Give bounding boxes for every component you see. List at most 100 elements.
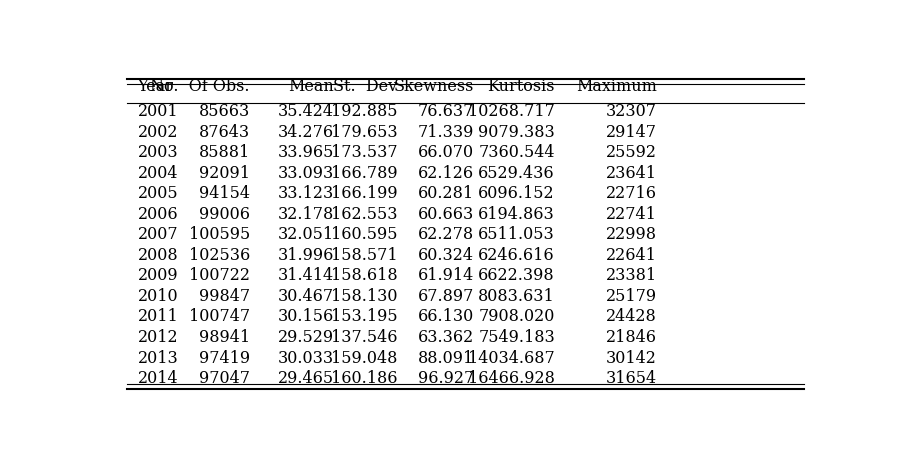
Text: 30.156: 30.156 — [278, 308, 334, 325]
Text: 85881: 85881 — [198, 144, 250, 161]
Text: Year: Year — [138, 78, 174, 95]
Text: 62.126: 62.126 — [418, 164, 474, 181]
Text: Skewness: Skewness — [394, 78, 474, 95]
Text: 30.467: 30.467 — [278, 287, 334, 304]
Text: 6511.053: 6511.053 — [478, 226, 555, 243]
Text: 2001: 2001 — [138, 103, 178, 120]
Text: 23381: 23381 — [605, 267, 657, 284]
Text: Maximum: Maximum — [576, 78, 657, 95]
Text: 2005: 2005 — [138, 185, 178, 202]
Text: Kurtosis: Kurtosis — [488, 78, 555, 95]
Text: 6246.616: 6246.616 — [479, 246, 555, 263]
Text: 23641: 23641 — [605, 164, 657, 181]
Text: 7908.020: 7908.020 — [479, 308, 555, 325]
Text: 6194.863: 6194.863 — [478, 205, 555, 222]
Text: 158.618: 158.618 — [330, 267, 397, 284]
Text: 14034.687: 14034.687 — [468, 349, 555, 366]
Text: 60.281: 60.281 — [418, 185, 474, 202]
Text: 158.571: 158.571 — [330, 246, 397, 263]
Text: 99847: 99847 — [199, 287, 250, 304]
Text: 22741: 22741 — [605, 205, 657, 222]
Text: 192.885: 192.885 — [330, 103, 397, 120]
Text: 76.637: 76.637 — [418, 103, 474, 120]
Text: 2006: 2006 — [138, 205, 178, 222]
Text: 2014: 2014 — [138, 369, 178, 386]
Text: 32.178: 32.178 — [278, 205, 334, 222]
Text: 33.965: 33.965 — [278, 144, 334, 161]
Text: 99006: 99006 — [199, 205, 250, 222]
Text: 6529.436: 6529.436 — [479, 164, 555, 181]
Text: 22716: 22716 — [605, 185, 657, 202]
Text: 33.093: 33.093 — [278, 164, 334, 181]
Text: 6096.152: 6096.152 — [479, 185, 555, 202]
Text: 6622.398: 6622.398 — [479, 267, 555, 284]
Text: 7549.183: 7549.183 — [478, 328, 555, 345]
Text: 153.195: 153.195 — [330, 308, 397, 325]
Text: 9079.383: 9079.383 — [478, 123, 555, 140]
Text: 2007: 2007 — [138, 226, 178, 243]
Text: 2009: 2009 — [138, 267, 178, 284]
Text: 160.186: 160.186 — [330, 369, 397, 386]
Text: 31.414: 31.414 — [278, 267, 334, 284]
Text: 2008: 2008 — [138, 246, 178, 263]
Text: 30142: 30142 — [605, 349, 657, 366]
Text: 60.324: 60.324 — [418, 246, 474, 263]
Text: 25179: 25179 — [605, 287, 657, 304]
Text: 22641: 22641 — [605, 246, 657, 263]
Text: 96.927: 96.927 — [418, 369, 474, 386]
Text: 29.529: 29.529 — [278, 328, 334, 345]
Text: 8083.631: 8083.631 — [478, 287, 555, 304]
Text: 162.553: 162.553 — [330, 205, 397, 222]
Text: 98941: 98941 — [199, 328, 250, 345]
Text: 173.537: 173.537 — [330, 144, 397, 161]
Text: 2011: 2011 — [138, 308, 178, 325]
Text: 179.653: 179.653 — [330, 123, 397, 140]
Text: 31654: 31654 — [605, 369, 657, 386]
Text: 35.424: 35.424 — [278, 103, 334, 120]
Text: 100595: 100595 — [188, 226, 250, 243]
Text: 159.048: 159.048 — [331, 349, 397, 366]
Text: Mean: Mean — [289, 78, 334, 95]
Text: 2010: 2010 — [138, 287, 178, 304]
Text: 31.996: 31.996 — [278, 246, 334, 263]
Text: 34.276: 34.276 — [278, 123, 334, 140]
Text: 94154: 94154 — [199, 185, 250, 202]
Text: 100747: 100747 — [189, 308, 250, 325]
Text: 21846: 21846 — [605, 328, 657, 345]
Text: 10268.717: 10268.717 — [468, 103, 555, 120]
Text: 60.663: 60.663 — [418, 205, 474, 222]
Text: 66.070: 66.070 — [418, 144, 474, 161]
Text: 22998: 22998 — [605, 226, 657, 243]
Text: 85663: 85663 — [198, 103, 250, 120]
Text: 160.595: 160.595 — [330, 226, 397, 243]
Text: 102536: 102536 — [188, 246, 250, 263]
Text: 2004: 2004 — [138, 164, 178, 181]
Text: 97047: 97047 — [199, 369, 250, 386]
Text: 166.199: 166.199 — [330, 185, 397, 202]
Text: 2003: 2003 — [138, 144, 178, 161]
Text: 33.123: 33.123 — [278, 185, 334, 202]
Text: 2013: 2013 — [138, 349, 178, 366]
Text: 24428: 24428 — [606, 308, 657, 325]
Text: 30.033: 30.033 — [278, 349, 334, 366]
Text: 32.051: 32.051 — [278, 226, 334, 243]
Text: 32307: 32307 — [605, 103, 657, 120]
Text: 100722: 100722 — [189, 267, 250, 284]
Text: 29147: 29147 — [605, 123, 657, 140]
Text: 97419: 97419 — [199, 349, 250, 366]
Text: 25592: 25592 — [605, 144, 657, 161]
Text: 158.130: 158.130 — [330, 287, 397, 304]
Text: 166.789: 166.789 — [330, 164, 397, 181]
Text: 62.278: 62.278 — [418, 226, 474, 243]
Text: 87643: 87643 — [199, 123, 250, 140]
Text: St.  Dev: St. Dev — [333, 78, 397, 95]
Text: 16466.928: 16466.928 — [468, 369, 555, 386]
Text: 67.897: 67.897 — [418, 287, 474, 304]
Text: 2012: 2012 — [138, 328, 178, 345]
Text: 7360.544: 7360.544 — [479, 144, 555, 161]
Text: 88.091: 88.091 — [418, 349, 474, 366]
Text: 92091: 92091 — [199, 164, 250, 181]
Text: 137.546: 137.546 — [330, 328, 397, 345]
Text: 29.465: 29.465 — [278, 369, 334, 386]
Text: 71.339: 71.339 — [418, 123, 474, 140]
